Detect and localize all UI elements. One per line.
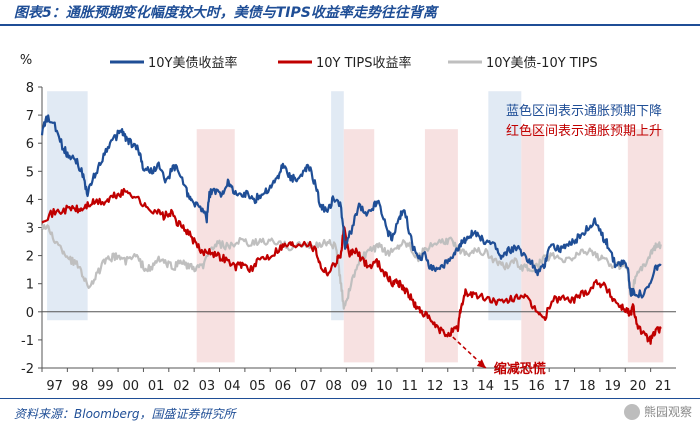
figure-title: 图表5：通胀预期变化幅度较大时，美债与TIPS收益率走势往往背离 — [14, 5, 437, 21]
watermark-text: 熊园观察 — [643, 405, 692, 419]
band-blue-5 — [488, 91, 522, 321]
y-tick-label: 0 — [26, 306, 34, 321]
legend-label-tips: 10Y TIPS收益率 — [316, 55, 411, 71]
y-tick-label: 6 — [26, 137, 34, 152]
arrow-head — [476, 359, 486, 368]
x-tick-label: 18 — [579, 379, 596, 394]
title-rule — [0, 24, 700, 26]
x-tick-label: 07 — [300, 379, 317, 394]
x-tick-label: 08 — [325, 379, 342, 394]
source-note: 资料来源：Bloomberg，国盛证券研究所 — [14, 407, 236, 421]
y-tick-label: 5 — [26, 165, 34, 180]
x-tick-label: 15 — [503, 379, 520, 394]
x-tick-label: 06 — [275, 379, 292, 394]
x-tick-label: 98 — [72, 379, 89, 394]
x-tick-label: 19 — [604, 379, 621, 394]
y-tick-label: -1 — [21, 334, 34, 349]
y-tick-label: 8 — [26, 81, 34, 96]
y-tick-label: 4 — [26, 193, 34, 208]
x-tick-label: 97 — [46, 379, 63, 394]
y-tick-label: 2 — [26, 250, 34, 265]
note-red-bands: 红色区间表示通胀预期上升 — [506, 123, 662, 139]
x-tick-label: 14 — [478, 379, 495, 394]
x-tick-label: 21 — [655, 379, 672, 394]
series-line-tips — [41, 187, 662, 345]
watermark: 熊园观察 — [623, 403, 692, 420]
series-lines — [40, 114, 662, 345]
y-tick-label: 1 — [26, 278, 34, 293]
y-tick-label: 7 — [26, 109, 34, 124]
legend: 10Y美债收益率 10Y TIPS收益率 10Y美债-10Y TIPS — [110, 55, 598, 71]
x-tick-label: 01 — [148, 379, 165, 394]
y-tick-label: -2 — [21, 362, 34, 377]
x-tick-label: 13 — [452, 379, 469, 394]
x-tick-label: 12 — [427, 379, 444, 394]
x-tick-label: 10 — [376, 379, 393, 394]
legend-label-breakeven: 10Y美债-10Y TIPS — [486, 56, 598, 71]
x-tick-label: 03 — [199, 379, 216, 394]
y-axis-label: % — [20, 53, 32, 68]
x-tick-label: 16 — [528, 379, 545, 394]
x-tick-label: 02 — [173, 379, 190, 394]
x-tick-label: 17 — [554, 379, 571, 394]
series-line-nominal — [40, 114, 662, 299]
series-line-breakeven — [40, 224, 662, 310]
legend-label-nominal: 10Y美债收益率 — [148, 55, 237, 71]
x-tick-label: 20 — [630, 379, 647, 394]
x-tick-label: 09 — [351, 379, 368, 394]
note-blue-bands: 蓝色区间表示通胀预期下降 — [506, 103, 662, 119]
band-red-6 — [521, 129, 545, 363]
footer-rule — [0, 398, 700, 399]
x-tick-label: 99 — [97, 379, 114, 394]
band-red-3 — [343, 129, 375, 363]
y-tick-label: 3 — [26, 222, 34, 237]
x-tick-label: 04 — [224, 379, 241, 394]
wechat-logo-icon — [623, 403, 640, 420]
arrow-label: 缩减恐慌 — [494, 361, 546, 377]
x-tick-label: 11 — [401, 379, 418, 394]
x-tick-label: 05 — [249, 379, 266, 394]
x-tick-label: 00 — [122, 379, 139, 394]
